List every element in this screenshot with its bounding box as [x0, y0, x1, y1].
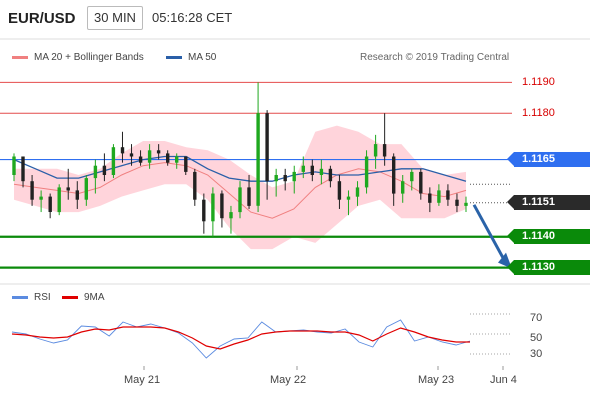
legend-ma20-label: MA 20 + Bollinger Bands	[34, 52, 144, 63]
legend-rsi-ma: 9MA	[62, 292, 105, 303]
price-label-1-1190: 1.1190	[522, 75, 555, 88]
candle-body	[193, 171, 197, 200]
candle-body	[265, 113, 269, 182]
current-time: 05:16:28 CET	[152, 10, 233, 25]
price-label-1-1151: 1.1151	[507, 195, 590, 211]
candle-body	[274, 175, 278, 182]
candle-body	[373, 144, 378, 157]
candle-body	[328, 168, 333, 182]
candle-body	[30, 181, 34, 200]
candle-body	[66, 187, 70, 191]
candle-body	[84, 178, 88, 200]
x-label-jun4: Jun 4	[490, 374, 517, 386]
research-credit: Research © 2019 Trading Central	[360, 52, 510, 63]
candle-body	[319, 168, 324, 175]
candle-body	[138, 156, 143, 163]
candle-body	[238, 187, 242, 213]
candle-body	[292, 171, 296, 182]
price-label-pointer	[507, 260, 514, 275]
legend-ma20-bands: MA 20 + Bollinger Bands	[12, 52, 144, 63]
candle-body	[202, 199, 206, 222]
x-label-may23: May 23	[418, 374, 455, 386]
candle-body	[175, 156, 179, 163]
candle-body	[166, 153, 170, 163]
rsi-tick-70: 70	[530, 312, 543, 324]
legend-ma50: MA 50	[166, 52, 216, 63]
candle-body	[120, 147, 125, 154]
candle-body	[75, 190, 79, 200]
rsi-ma-swatch	[62, 296, 78, 299]
price-label-pointer	[507, 229, 514, 244]
rsi-ma-line	[11, 326, 470, 350]
candle-body	[419, 171, 423, 194]
candle-body	[437, 190, 441, 203]
candle-body	[401, 181, 405, 194]
candle-body	[21, 156, 25, 182]
candle-body	[184, 156, 188, 172]
candle-body	[220, 193, 224, 219]
chart-header: EUR/USD 30 MIN 05:16:28 CET	[0, 0, 590, 36]
rsi-tick-50: 50	[530, 332, 543, 344]
symbol-title: EUR/USD	[8, 10, 76, 27]
candle-body	[310, 165, 314, 175]
candle-body	[301, 165, 305, 172]
x-label-may21: May 21	[124, 374, 161, 386]
candle-body	[392, 156, 396, 194]
candle-body	[129, 153, 134, 157]
price-label-1-1180: 1.1180	[522, 106, 555, 119]
candle-body	[446, 190, 450, 200]
candle-body	[156, 150, 161, 154]
ma20-swatch	[12, 56, 28, 59]
candle-body	[147, 150, 152, 163]
candle-body	[364, 156, 369, 188]
candle-body	[337, 181, 342, 200]
candle-body	[48, 196, 52, 212]
timeframe-selector[interactable]: 30 MIN	[87, 6, 143, 30]
candle-body	[39, 196, 43, 200]
price-label-pointer	[507, 195, 514, 210]
candle-body	[410, 171, 414, 182]
rsi-swatch	[12, 296, 28, 299]
candle-body	[283, 175, 287, 182]
candle-body	[211, 193, 215, 222]
legend-ma50-label: MA 50	[188, 52, 217, 63]
x-label-may22: May 22	[270, 374, 307, 386]
legend-rsi-ma-label: 9MA	[84, 292, 105, 303]
price-label-1-1130: 1.1130	[507, 260, 590, 276]
candle-body	[428, 193, 432, 203]
candle-body	[57, 187, 61, 213]
candle-body	[111, 147, 116, 175]
candle-body	[12, 156, 16, 175]
ma50-swatch	[166, 56, 182, 59]
candle-body	[247, 187, 251, 206]
candle-body	[102, 165, 107, 175]
legend-rsi: RSI	[12, 292, 51, 303]
ma50-line	[13, 155, 467, 182]
price-label-pointer	[507, 152, 514, 167]
candle-body	[464, 202, 468, 206]
candle-body	[93, 165, 98, 179]
rsi-tick-30: 30	[530, 348, 543, 360]
projection-arrow-line	[472, 204, 506, 261]
candle-body	[229, 212, 233, 219]
rsi-line	[11, 319, 471, 359]
candle-body	[455, 199, 459, 206]
candle-body	[256, 113, 260, 206]
candle-body	[355, 187, 360, 197]
candle-body	[382, 144, 387, 157]
candle-body	[346, 196, 351, 200]
price-label-1-1140: 1.1140	[507, 229, 590, 245]
legend-rsi-label: RSI	[34, 292, 51, 303]
price-label-1-1165: 1.1165	[507, 152, 590, 168]
